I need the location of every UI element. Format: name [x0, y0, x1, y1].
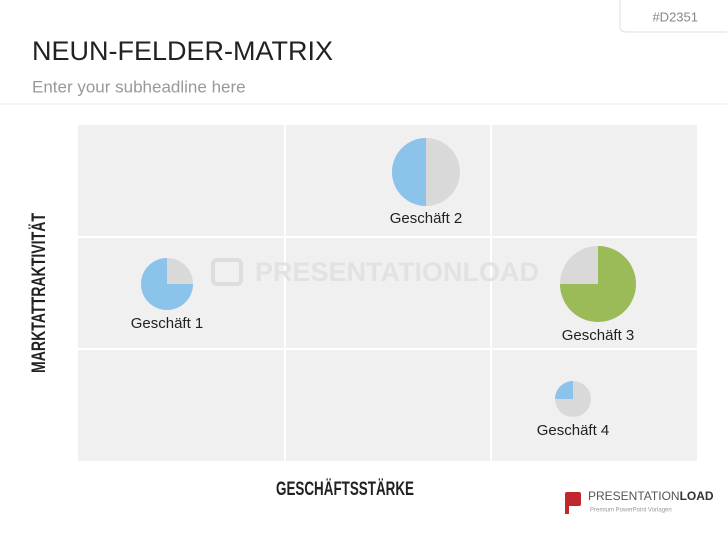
y-axis-label: MARKTATTRAKTIVITÄT — [29, 213, 50, 373]
item-label: Geschäft 4 — [537, 422, 610, 439]
subtitle: Enter your subheadline here — [32, 77, 246, 96]
item-label: Geschäft 1 — [131, 315, 204, 332]
pie-slice — [392, 138, 426, 206]
watermark-icon — [211, 258, 243, 286]
item-label: Geschäft 3 — [562, 327, 635, 344]
slide-code: #D2351 — [652, 9, 698, 24]
pie-slice — [555, 381, 573, 399]
logo-tagline: Premium PowerPoint Vorlagen — [590, 508, 672, 514]
logo-light: PRESENTATION — [588, 489, 680, 503]
title: NEUN-FELDER-MATRIX — [32, 36, 333, 66]
pie-slice — [560, 246, 636, 322]
pie-slice — [141, 258, 193, 310]
logo-icon — [565, 492, 581, 506]
item-label: Geschäft 2 — [390, 210, 463, 227]
logo-icon-stem — [565, 504, 569, 514]
watermark: PRESENTATIONLOAD — [255, 257, 539, 287]
matrix-grid — [78, 125, 697, 461]
logo-bold: LOAD — [680, 489, 714, 503]
x-axis-label: GESCHÄFTSSTÄRKE — [276, 479, 414, 500]
corner-frame — [619, 0, 727, 33]
logo-text: PRESENTATIONLOAD — [588, 489, 714, 503]
